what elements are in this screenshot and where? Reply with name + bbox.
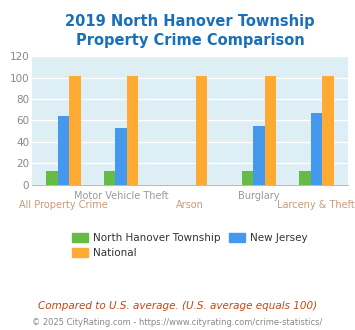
Text: Burglary: Burglary [238,191,280,201]
Bar [104,171,115,185]
Bar [311,113,322,185]
Title: 2019 North Hanover Township
Property Crime Comparison: 2019 North Hanover Township Property Cri… [65,15,315,48]
Bar [299,171,311,185]
Bar [196,77,207,185]
Bar [69,77,81,185]
Bar [115,128,127,185]
Legend: North Hanover Township, National, New Jersey: North Hanover Township, National, New Je… [68,229,312,262]
Bar [58,116,69,185]
Bar [127,77,138,185]
Text: Motor Vehicle Theft: Motor Vehicle Theft [74,191,168,201]
Text: Larceny & Theft: Larceny & Theft [277,200,355,210]
Bar [264,77,276,185]
Text: All Property Crime: All Property Crime [19,200,108,210]
Text: Compared to U.S. average. (U.S. average equals 100): Compared to U.S. average. (U.S. average … [38,301,317,311]
Text: Arson: Arson [176,200,204,210]
Bar [242,171,253,185]
Bar [322,77,334,185]
Text: © 2025 CityRating.com - https://www.cityrating.com/crime-statistics/: © 2025 CityRating.com - https://www.city… [32,318,323,327]
Bar [46,171,58,185]
Bar [253,126,264,185]
